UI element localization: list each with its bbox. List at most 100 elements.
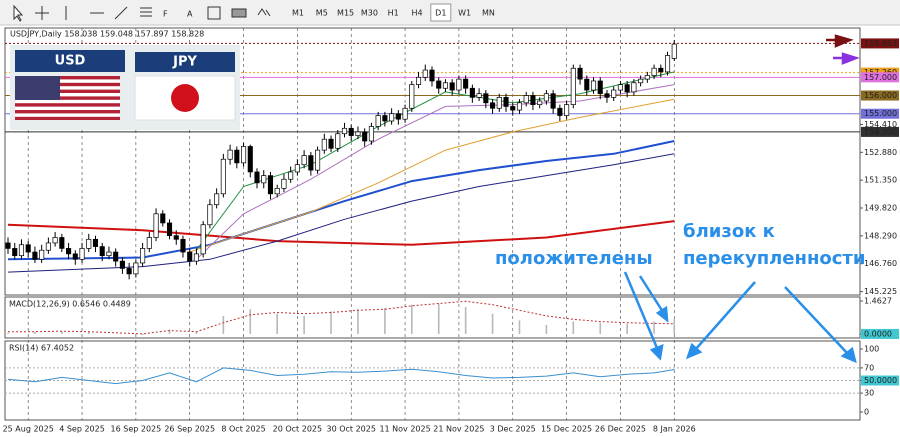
x-tick-label: 4 Sep 2025 xyxy=(59,425,105,434)
candle-body xyxy=(227,149,233,160)
macd-bar xyxy=(7,332,9,334)
candle-body xyxy=(180,238,186,253)
candle-body xyxy=(274,187,280,195)
cursor-icon[interactable] xyxy=(13,4,24,22)
candle-body xyxy=(45,242,51,251)
timeframe-button[interactable]: D1 xyxy=(435,9,446,18)
level-box xyxy=(861,90,899,101)
candle-body xyxy=(516,102,523,111)
timeframe-button[interactable]: M5 xyxy=(316,9,328,18)
candle-body xyxy=(496,96,502,109)
candle-body xyxy=(12,248,18,257)
candle-body xyxy=(624,84,630,93)
macd-bar xyxy=(303,315,305,334)
main-pane xyxy=(4,27,861,296)
label-icon[interactable] xyxy=(207,6,221,20)
y-tick-box xyxy=(861,375,899,386)
candle-body xyxy=(59,237,65,249)
annotation: близок к xyxy=(683,221,775,242)
candle-body xyxy=(153,213,159,238)
y-tick-label: 50.0000 xyxy=(864,376,897,385)
level-label: 158.863 xyxy=(864,39,897,48)
y-tick-label: 1.4627 xyxy=(864,296,892,305)
y-tick-label: 151.350 xyxy=(864,176,897,185)
candle-body xyxy=(146,237,152,249)
candle-body xyxy=(382,115,388,122)
candle-body xyxy=(368,126,374,142)
candle-body xyxy=(348,127,354,136)
candle-body xyxy=(294,164,300,173)
candle-body xyxy=(79,248,85,260)
candle-body xyxy=(442,82,449,89)
y-tick-label: 149.820 xyxy=(864,204,897,213)
x-tick-label: 8 Oct 2025 xyxy=(221,425,265,434)
level-box xyxy=(861,126,899,137)
candle-body xyxy=(429,69,435,82)
tool-icons: F A xyxy=(13,4,271,22)
y-tick-label: 154.410 xyxy=(864,120,897,129)
y-tick-label: 152.880 xyxy=(864,148,897,157)
trendline-icon[interactable] xyxy=(114,6,128,20)
arrows xyxy=(623,271,857,364)
jpy-tab xyxy=(135,52,235,72)
candle-body xyxy=(301,155,307,166)
candle-body xyxy=(375,115,381,127)
candle-body xyxy=(557,107,563,116)
candle-body xyxy=(113,251,119,262)
candle-body xyxy=(254,171,260,184)
x-tick-label: 3 Dec 2025 xyxy=(490,425,536,434)
timeframe-selected xyxy=(430,3,452,22)
crosshair-icon[interactable] xyxy=(35,6,49,20)
timeframe-button[interactable]: M30 xyxy=(361,9,378,18)
timeframe-button[interactable]: H4 xyxy=(411,9,422,18)
candle-body xyxy=(207,204,213,226)
shapes-icon[interactable] xyxy=(231,8,247,18)
y-tick-label: 70 xyxy=(864,363,874,372)
flags-banner: USD JPY xyxy=(10,45,240,130)
macd-bar xyxy=(545,324,548,334)
timeframe-button[interactable]: MN xyxy=(482,9,495,18)
macd-bar xyxy=(518,320,521,334)
macd-bar xyxy=(673,319,676,334)
candle-body xyxy=(577,67,583,80)
candle-body xyxy=(490,102,496,109)
candle-body xyxy=(160,213,166,224)
candle-body xyxy=(415,76,422,85)
level-label: 154.000 xyxy=(864,127,897,136)
timeframe-button[interactable]: H1 xyxy=(388,9,399,18)
candle-body xyxy=(638,78,644,84)
y-tick-label: 148.290 xyxy=(864,231,897,240)
macd-bar xyxy=(626,323,628,334)
candle-body xyxy=(173,235,179,240)
candle-body xyxy=(166,222,173,237)
candle-body xyxy=(133,262,139,275)
candle-body xyxy=(99,246,105,257)
candle-body xyxy=(564,104,570,116)
text-icon[interactable]: A xyxy=(187,10,193,19)
timeframe-button[interactable]: M15 xyxy=(337,9,354,18)
candle-body xyxy=(617,84,623,91)
timeframe-button[interactable]: M1 xyxy=(292,9,304,18)
y-tick-label: 0.0000 xyxy=(864,329,892,338)
candle-body xyxy=(328,138,334,149)
macd-bar xyxy=(249,309,252,334)
candle-body xyxy=(92,238,99,247)
x-tick-label: 11 Nov 2025 xyxy=(379,425,430,434)
channel-icon[interactable] xyxy=(140,7,152,17)
timeframe-button[interactable]: W1 xyxy=(458,9,471,18)
level-label: 156.000 xyxy=(864,91,897,100)
rsi-line xyxy=(7,367,675,385)
candle-body xyxy=(510,106,516,111)
moving-average xyxy=(196,84,675,260)
moving-average xyxy=(7,220,675,246)
candle-body xyxy=(261,175,267,184)
candle-body xyxy=(671,43,677,59)
candle-body xyxy=(463,78,469,89)
y-tick-label: 146.760 xyxy=(864,259,897,268)
candle-body xyxy=(658,67,664,73)
candle-body xyxy=(436,80,442,89)
arrows-icon[interactable] xyxy=(257,8,271,17)
fibo-icon[interactable]: F xyxy=(163,10,168,19)
candle-body xyxy=(308,155,314,171)
macd-bar xyxy=(411,304,413,334)
